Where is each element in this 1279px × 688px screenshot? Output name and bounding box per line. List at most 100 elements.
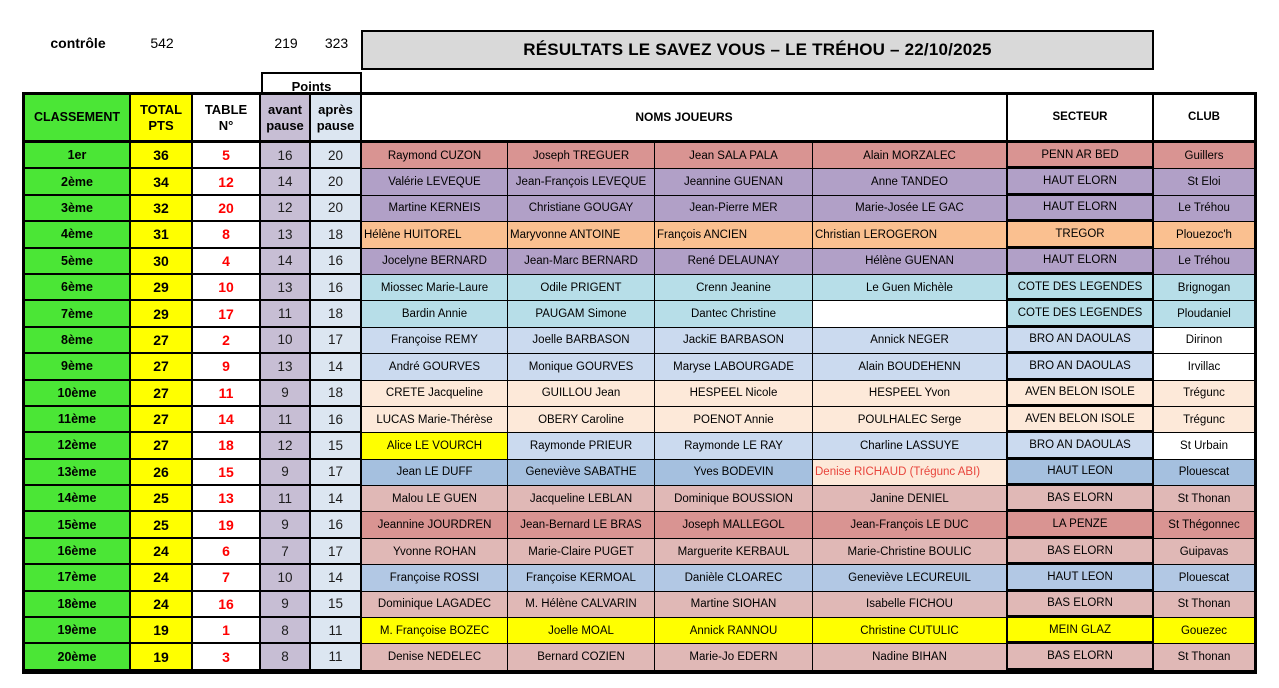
player-name-cell: Nadine BIHAN	[813, 644, 1008, 671]
player-name-cell: Raymond CUZON	[362, 143, 508, 170]
player-name-cell: Alain BOUDEHENN	[813, 354, 1008, 381]
rank-cell: 3ème	[25, 195, 131, 223]
rank-cell: 16ème	[25, 538, 131, 566]
rank-cell: 10ème	[25, 380, 131, 407]
player-name-cell: POENOT Annie	[655, 406, 813, 434]
secteur-cell: AVEN BELON ISOLE	[1008, 380, 1154, 407]
control-apres-value: 323	[324, 35, 349, 51]
club-cell: St Thégonnec	[1154, 512, 1254, 539]
secteur-cell: LA PENZE	[1008, 512, 1154, 539]
points-avant-cell: 10	[261, 327, 311, 355]
secteur-cell: BRO AN DAOULAS	[1008, 354, 1154, 381]
player-name-cell: Denise RICHAUD (Trégunc ABI)	[813, 459, 1008, 487]
player-name-cell: Marie-Christine BOULIC	[813, 538, 1008, 566]
page-title: RÉSULTATS LE SAVEZ VOUS – LE TRÉHOU – 22…	[361, 30, 1154, 70]
secteur-cell: TREGOR	[1008, 222, 1154, 249]
rank-cell: 2ème	[25, 169, 131, 196]
header-table-num: TABLE N°	[193, 95, 261, 143]
points-avant-cell: 10	[261, 565, 311, 592]
table-num-cell: 1	[193, 618, 261, 645]
club-cell: Trégunc	[1154, 380, 1254, 407]
player-name-cell: Jean-François LE DUC	[813, 512, 1008, 539]
secteur-cell: PENN AR BED	[1008, 143, 1154, 170]
club-cell: Plouescat	[1154, 459, 1254, 487]
total-pts-cell: 24	[131, 538, 193, 566]
header-avant-line2: pause	[266, 117, 304, 133]
player-name-cell: Françoise KERMOAL	[508, 565, 655, 592]
player-name-cell: HESPEEL Nicole	[655, 380, 813, 407]
table-num-cell: 9	[193, 354, 261, 381]
total-pts-cell: 29	[131, 274, 193, 302]
total-pts-cell: 24	[131, 565, 193, 592]
rank-cell: 17ème	[25, 565, 131, 592]
player-name-cell: Geneviève SABATHE	[508, 459, 655, 487]
points-avant-cell: 11	[261, 486, 311, 513]
total-pts-cell: 26	[131, 459, 193, 487]
total-pts-cell: 24	[131, 591, 193, 619]
points-apres-cell: 16	[311, 248, 362, 275]
player-name-cell: Jean-Pierre MER	[655, 195, 813, 223]
header-secteur: SECTEUR	[1008, 95, 1154, 143]
rank-cell: 5ème	[25, 248, 131, 275]
player-name-cell: Christine CUTULIC	[813, 618, 1008, 645]
player-name-cell: Maryvonne ANTOINE	[508, 222, 655, 249]
secteur-cell: MEIN GLAZ	[1008, 618, 1154, 645]
club-cell: Brignogan	[1154, 274, 1254, 302]
player-name-cell: Jocelyne BERNARD	[362, 248, 508, 275]
points-avant-cell: 9	[261, 380, 311, 407]
secteur-cell: COTE DES LEGENDES	[1008, 301, 1154, 328]
header-table-line1: TABLE	[204, 101, 248, 117]
player-name-cell: Maryse LABOURGADE	[655, 354, 813, 381]
player-name-cell: Marie-Jo EDERN	[655, 644, 813, 671]
player-name-cell: HESPEEL Yvon	[813, 380, 1008, 407]
player-name-cell: JackiE BARBASON	[655, 327, 813, 355]
points-avant-cell: 13	[261, 222, 311, 249]
points-apres-cell: 16	[311, 512, 362, 539]
points-apres-cell: 20	[311, 143, 362, 170]
player-name-cell: Joelle BARBASON	[508, 327, 655, 355]
points-apres-cell: 20	[311, 195, 362, 223]
rank-cell: 7ème	[25, 301, 131, 328]
results-table: CLASSEMENT TOTAL PTS TABLE N° avant paus…	[22, 92, 1257, 674]
total-pts-cell: 19	[131, 644, 193, 671]
secteur-cell: COTE DES LEGENDES	[1008, 274, 1154, 302]
header-apres-line1: après	[318, 101, 353, 117]
secteur-cell: BAS ELORN	[1008, 644, 1154, 671]
rank-cell: 13ème	[25, 459, 131, 487]
rank-cell: 1er	[25, 143, 131, 170]
rank-cell: 14ème	[25, 486, 131, 513]
table-num-cell: 16	[193, 591, 261, 619]
player-name-cell: Le Guen Michèle	[813, 274, 1008, 302]
total-pts-cell: 31	[131, 222, 193, 249]
total-pts-cell: 27	[131, 327, 193, 355]
rank-cell: 18ème	[25, 591, 131, 619]
rank-cell: 9ème	[25, 354, 131, 381]
player-name-cell: Marie-Josée LE GAC	[813, 195, 1008, 223]
player-name-cell: M. Françoise BOZEC	[362, 618, 508, 645]
points-avant-cell: 11	[261, 301, 311, 328]
table-num-cell: 17	[193, 301, 261, 328]
points-apres-cell: 20	[311, 169, 362, 196]
points-apres-cell: 15	[311, 433, 362, 460]
rank-cell: 4ème	[25, 222, 131, 249]
player-name-cell: Joseph TREGUER	[508, 143, 655, 170]
header-total-line1: TOTAL	[139, 101, 183, 117]
club-cell: Ploudaniel	[1154, 301, 1254, 328]
player-name-cell: René DELAUNAY	[655, 248, 813, 275]
player-name-cell: Alice LE VOURCH	[362, 433, 508, 460]
club-cell: Guipavas	[1154, 538, 1254, 566]
secteur-cell: HAUT ELORN	[1008, 169, 1154, 196]
total-pts-cell: 32	[131, 195, 193, 223]
player-name-cell: Jean SALA PALA	[655, 143, 813, 170]
points-avant-cell: 16	[261, 143, 311, 170]
player-name-cell: Jeannine JOURDREN	[362, 512, 508, 539]
secteur-cell: BAS ELORN	[1008, 538, 1154, 566]
player-name-cell: Dominique LAGADEC	[362, 591, 508, 619]
player-name-cell: Monique GOURVES	[508, 354, 655, 381]
secteur-cell: HAUT LEON	[1008, 459, 1154, 487]
points-apres-cell: 15	[311, 591, 362, 619]
player-name-cell: Christiane GOUGAY	[508, 195, 655, 223]
table-num-cell: 7	[193, 565, 261, 592]
table-num-cell: 8	[193, 222, 261, 249]
player-name-cell: Danièle CLOAREC	[655, 565, 813, 592]
